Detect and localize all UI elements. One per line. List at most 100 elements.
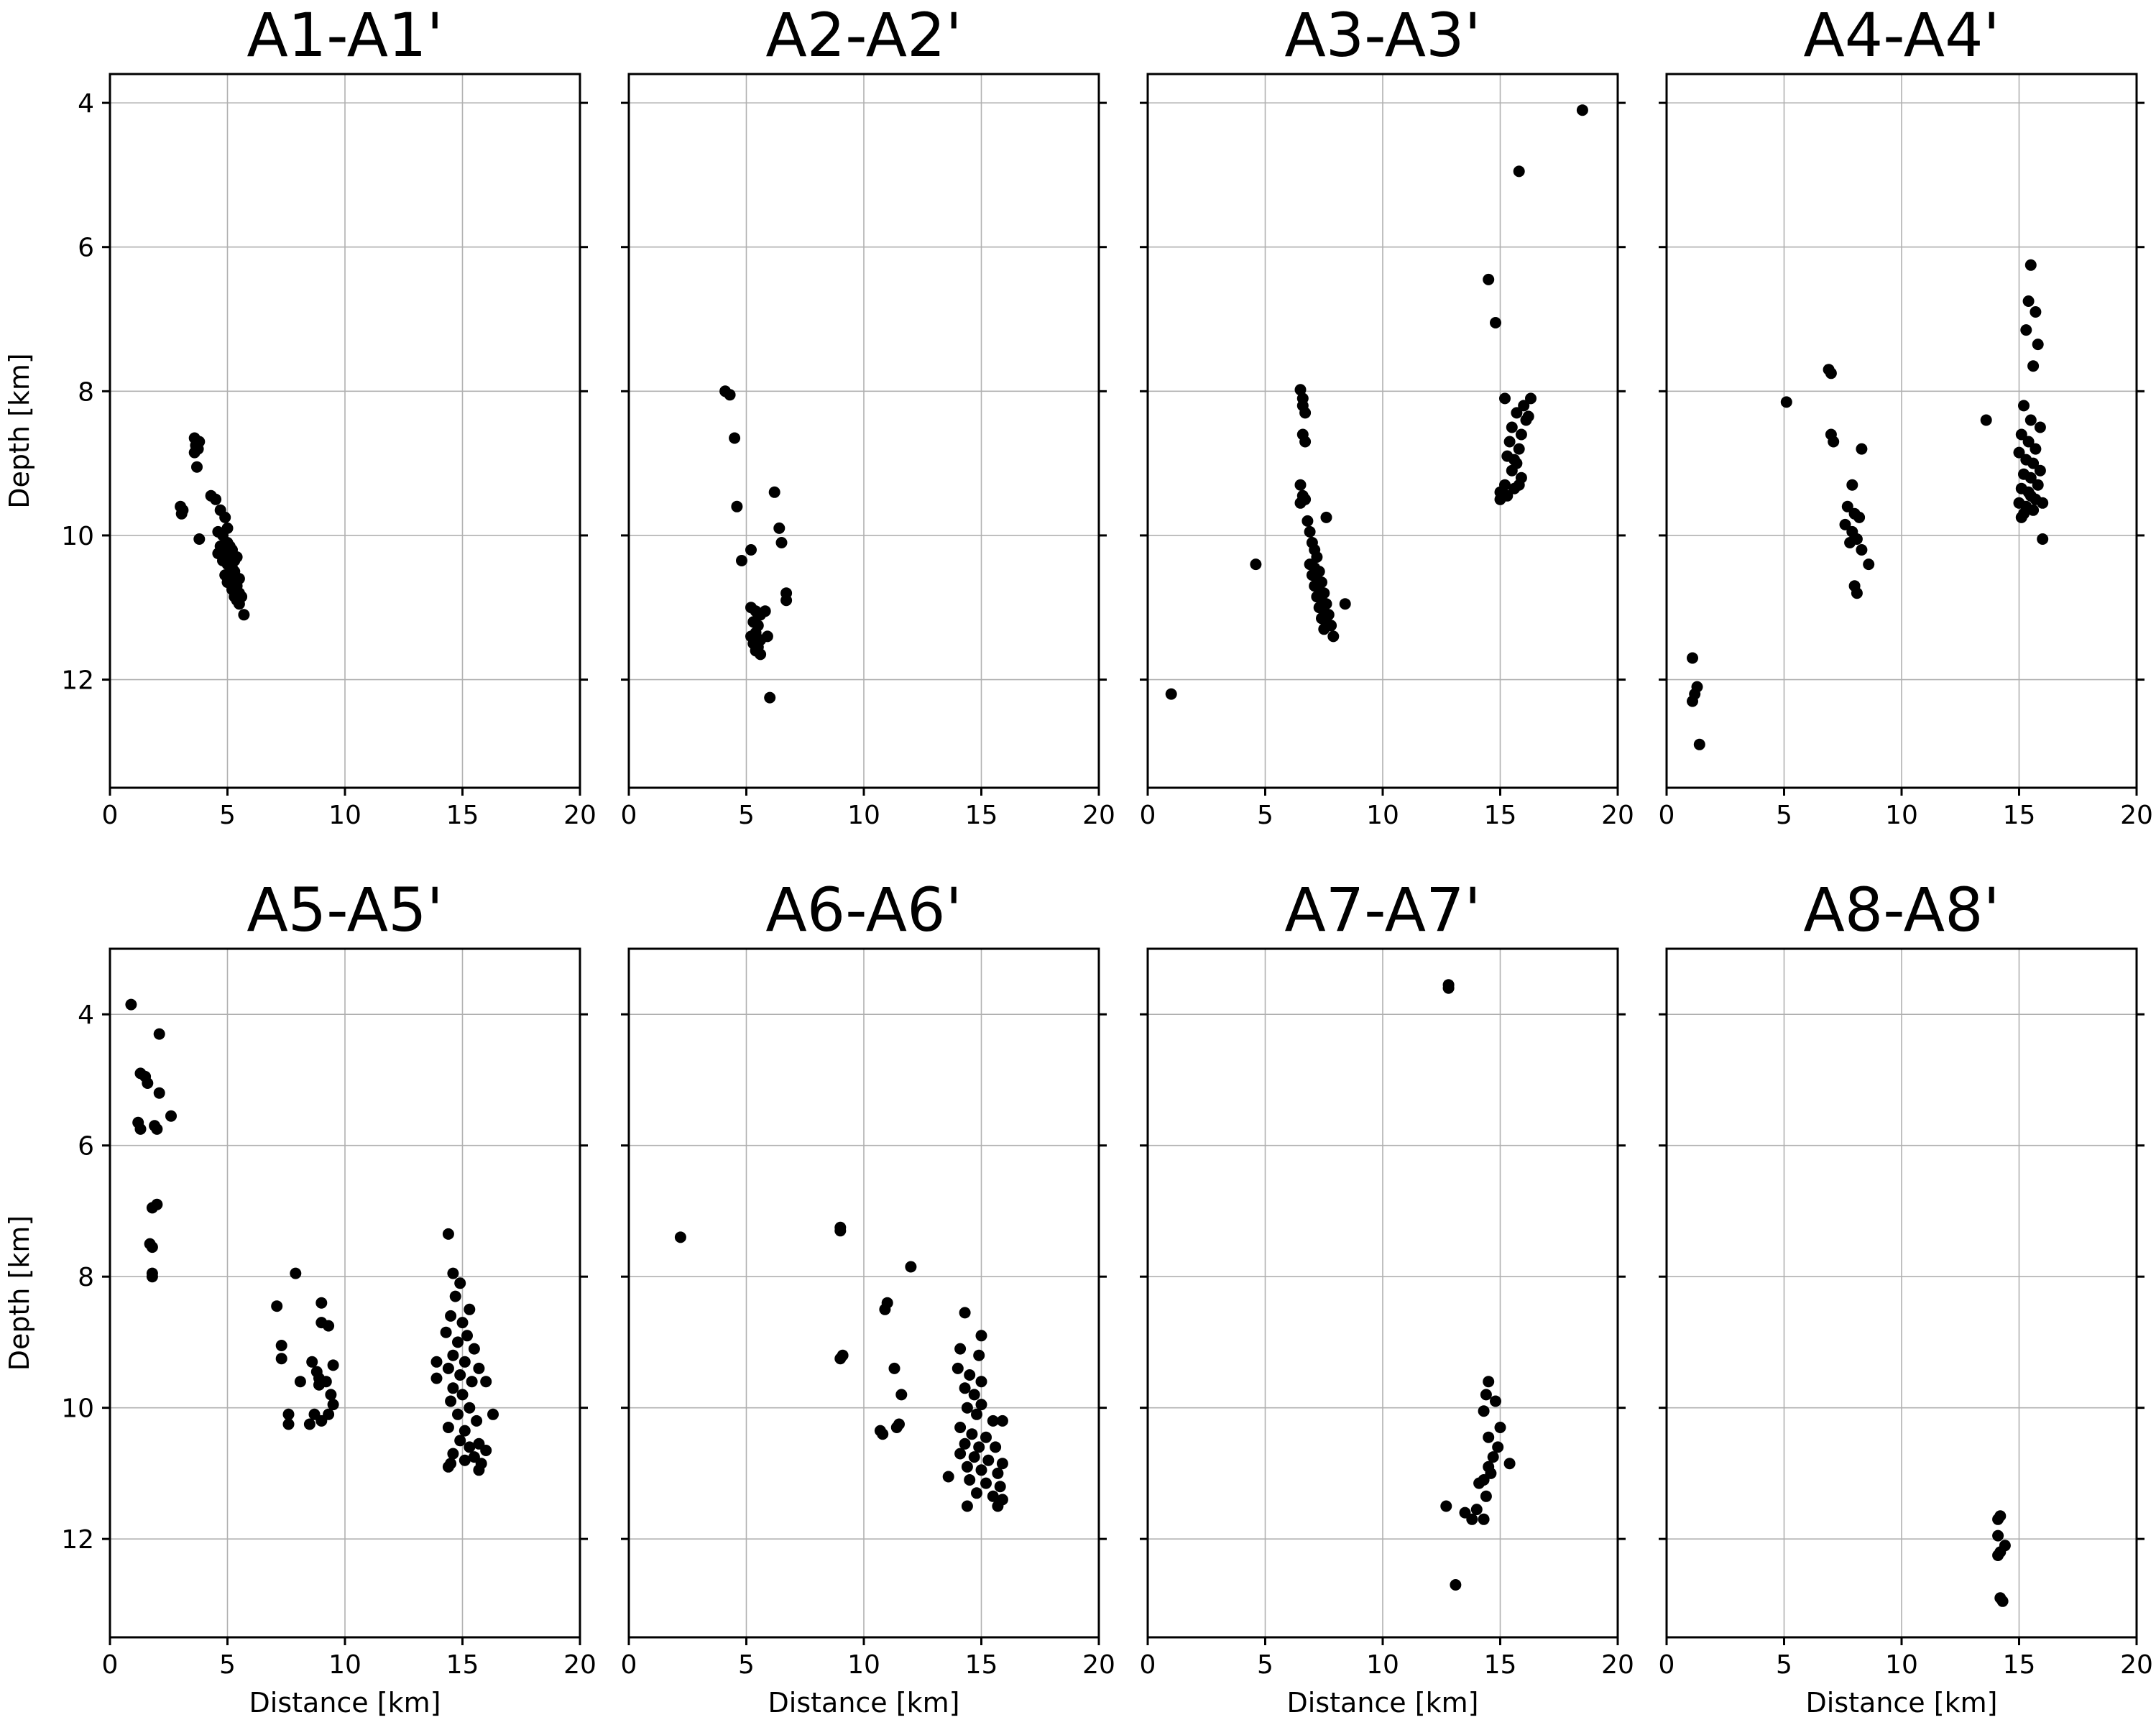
data-point <box>212 548 224 559</box>
data-point <box>1508 454 1521 466</box>
y-tick-label: 6 <box>78 234 94 263</box>
x-tick-label: 0 <box>102 1650 119 1680</box>
plot-frame <box>109 947 581 1639</box>
data-point <box>1327 630 1340 643</box>
data-point <box>1478 1405 1490 1417</box>
data-point <box>964 1474 976 1486</box>
data-point <box>459 1425 471 1437</box>
data-point <box>442 1362 454 1374</box>
data-point <box>764 691 776 704</box>
x-axis-label: Distance [km] <box>1806 1687 1998 1719</box>
data-point <box>1576 104 1588 116</box>
data-point <box>1513 479 1525 491</box>
data-point <box>191 461 203 473</box>
data-point <box>188 446 201 459</box>
data-point <box>1853 511 1866 523</box>
panel-6: 0 5 10 15 20 A6-A6' Distance [km] <box>621 875 1115 1719</box>
x-tick-label: 15 <box>965 801 998 830</box>
data-point <box>975 1464 987 1476</box>
data-point <box>961 1402 973 1414</box>
data-point <box>996 1458 1008 1470</box>
data-point <box>987 1490 999 1502</box>
data-point <box>464 1303 476 1315</box>
data-point <box>480 1376 492 1388</box>
y-tick-label: 6 <box>78 1132 94 1162</box>
data-point <box>2024 489 2037 502</box>
data-point <box>282 1408 295 1420</box>
data-point <box>780 594 793 607</box>
y-tick-label: 8 <box>78 1263 94 1292</box>
data-point <box>952 1362 964 1374</box>
data-point <box>1299 407 1312 419</box>
x-tick-label: 15 <box>1484 1650 1517 1680</box>
data-point <box>954 1448 967 1460</box>
data-point <box>1992 1530 2004 1542</box>
data-point <box>1506 464 1518 477</box>
data-point <box>471 1414 483 1427</box>
data-point <box>1480 1490 1492 1502</box>
data-point <box>2027 504 2040 516</box>
data-point <box>2015 428 2027 441</box>
data-point <box>954 1422 967 1433</box>
data-point <box>487 1408 499 1420</box>
data-point <box>442 1228 454 1240</box>
data-point <box>1503 1458 1516 1470</box>
data-point <box>982 1454 995 1466</box>
data-point <box>990 1441 1002 1453</box>
data-point <box>2032 339 2044 351</box>
data-point <box>125 998 137 1011</box>
data-point <box>895 1389 908 1401</box>
x-tick-label: 0 <box>1659 801 1675 830</box>
panel-title: A4-A4' <box>1803 0 1999 70</box>
data-point <box>1294 384 1307 396</box>
panel-1: 0 5 10 15 20 4 6 8 10 12 A1-A1' Depth [km] <box>4 0 596 830</box>
data-point <box>975 1330 987 1342</box>
x-tick-label: 15 <box>446 801 479 830</box>
data-point <box>1483 1431 1495 1443</box>
panel-title: A2-A2' <box>765 0 962 70</box>
x-tick-label: 5 <box>219 801 236 830</box>
x-tick-label: 20 <box>1082 801 1115 830</box>
data-point <box>1992 1550 2004 1561</box>
x-axis-label: Distance [km] <box>249 1687 441 1719</box>
data-point <box>146 1202 158 1214</box>
x-tick-label: 20 <box>1082 1650 1115 1680</box>
panel-4: 0 5 10 15 20 A4-A4' <box>1659 0 2153 830</box>
data-point <box>327 1359 339 1371</box>
data-point <box>165 1110 177 1122</box>
plot-frame <box>1146 947 1619 1639</box>
x-tick-label: 15 <box>1484 801 1517 830</box>
plot-frame <box>109 73 581 789</box>
x-tick-label: 20 <box>563 1650 596 1680</box>
data-point <box>233 598 245 610</box>
data-point <box>454 1435 466 1447</box>
x-tick-label: 5 <box>738 1650 755 1680</box>
y-tick-label: 12 <box>61 666 94 696</box>
plot-frame <box>1665 947 2138 1639</box>
data-point <box>473 1362 485 1374</box>
data-point <box>447 1349 459 1361</box>
data-point <box>1515 428 1527 441</box>
data-point <box>834 1353 847 1365</box>
data-point <box>229 555 241 566</box>
data-point <box>323 1320 335 1332</box>
x-tick-label: 0 <box>1140 1650 1156 1680</box>
plot-frame <box>1146 73 1619 789</box>
data-point <box>1687 695 1698 707</box>
data-point <box>2034 421 2046 433</box>
data-point <box>731 500 743 512</box>
data-point <box>959 1382 971 1394</box>
data-point <box>1466 1513 1478 1525</box>
data-point <box>996 1414 1008 1427</box>
data-point <box>1483 1376 1495 1388</box>
data-point <box>1304 525 1316 538</box>
data-point <box>175 507 188 520</box>
data-point <box>942 1471 954 1483</box>
y-tick-label: 4 <box>78 89 94 119</box>
data-point <box>1503 436 1516 448</box>
data-point <box>146 1241 158 1254</box>
data-point <box>905 1261 917 1273</box>
data-point <box>1442 982 1455 994</box>
data-point <box>968 1389 980 1401</box>
data-point <box>294 1376 306 1388</box>
